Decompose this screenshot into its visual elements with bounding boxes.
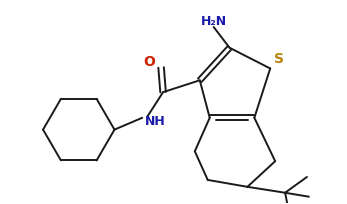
Text: NH: NH	[145, 115, 166, 128]
Text: H₂N: H₂N	[201, 15, 227, 28]
Text: S: S	[274, 52, 284, 66]
Text: O: O	[143, 54, 155, 69]
